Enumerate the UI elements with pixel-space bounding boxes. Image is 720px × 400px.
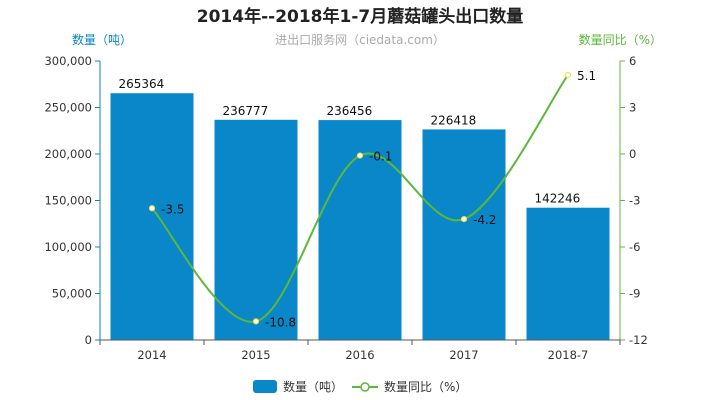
legend-bar-swatch bbox=[253, 380, 277, 393]
x-axis-tick-label: 2016 bbox=[345, 348, 374, 362]
left-axis-tick-label: 100,000 bbox=[44, 240, 92, 254]
right-axis-title: 数量同比（%） bbox=[579, 32, 662, 47]
line-value-label: -0.1 bbox=[369, 150, 392, 164]
right-axis-tick-label: -12 bbox=[629, 333, 648, 347]
right-axis-tick-label: -9 bbox=[629, 287, 640, 301]
bar bbox=[526, 207, 610, 340]
line-data-labels: -3.5 -10.8 -0.1 -4.2 5.1 bbox=[161, 69, 596, 329]
line-point bbox=[252, 318, 260, 325]
bar bbox=[422, 129, 506, 340]
legend-line-label: 数量同比（%） bbox=[384, 379, 467, 394]
line-value-label: 5.1 bbox=[577, 69, 596, 83]
right-axis: -12 -9 -6 -3 0 3 6 bbox=[619, 54, 648, 347]
line-value-label: -4.2 bbox=[473, 213, 496, 227]
line-point bbox=[148, 205, 156, 212]
x-axis-tick-label: 2014 bbox=[137, 348, 166, 362]
line-value-label: -10.8 bbox=[265, 315, 296, 329]
legend-line-marker bbox=[360, 382, 370, 392]
x-axis-tick-label: 2018-7 bbox=[548, 348, 589, 362]
chart-subtitle: 进出口服务网（ciedata.com） bbox=[275, 32, 445, 47]
left-axis-tick-label: 300,000 bbox=[44, 54, 92, 68]
right-axis-tick-label: -3 bbox=[629, 194, 640, 208]
left-axis-tick-label: 50,000 bbox=[52, 287, 92, 301]
line-point bbox=[564, 71, 572, 79]
bar-value-label: 265364 bbox=[119, 77, 165, 91]
left-axis-tick-label: 0 bbox=[85, 333, 92, 347]
bar-series bbox=[110, 93, 610, 340]
left-axis-tick-label: 150,000 bbox=[44, 194, 92, 208]
right-axis-tick-label: 6 bbox=[629, 54, 636, 68]
bar bbox=[110, 93, 194, 340]
left-axis-title: 数量（吨） bbox=[72, 32, 132, 47]
bar-value-label: 236777 bbox=[223, 104, 269, 118]
chart-title: 2014年--2018年1-7月蘑菇罐头出口数量 bbox=[197, 6, 523, 27]
left-axis-tick-label: 250,000 bbox=[44, 101, 92, 115]
x-axis-tick-label: 2015 bbox=[241, 348, 270, 362]
legend-bar-label: 数量（吨） bbox=[283, 379, 343, 394]
line-series bbox=[148, 71, 572, 325]
line-value-label: -3.5 bbox=[161, 202, 184, 216]
right-axis-tick-label: 3 bbox=[629, 101, 636, 115]
right-axis-tick-label: 0 bbox=[629, 147, 636, 161]
line-point bbox=[460, 216, 468, 223]
legend: 数量（吨） 数量同比（%） bbox=[253, 379, 467, 394]
left-axis: 0 50,000 100,000 150,000 200,000 250,000 300,0… bbox=[44, 54, 101, 347]
x-axis: 2014 2015 2016 2017 2018-7 bbox=[99, 339, 621, 362]
bar-value-label: 142246 bbox=[535, 192, 581, 206]
right-axis-tick-label: -6 bbox=[629, 240, 640, 254]
line-point bbox=[356, 152, 364, 159]
bar-value-label: 226418 bbox=[431, 113, 477, 127]
left-axis-tick-label: 200,000 bbox=[44, 147, 92, 161]
bar-data-labels: 265364 236777 236456 226418 142246 bbox=[119, 77, 581, 205]
bar bbox=[214, 119, 298, 340]
bar-value-label: 236456 bbox=[327, 104, 373, 118]
x-axis-tick-label: 2017 bbox=[449, 348, 478, 362]
